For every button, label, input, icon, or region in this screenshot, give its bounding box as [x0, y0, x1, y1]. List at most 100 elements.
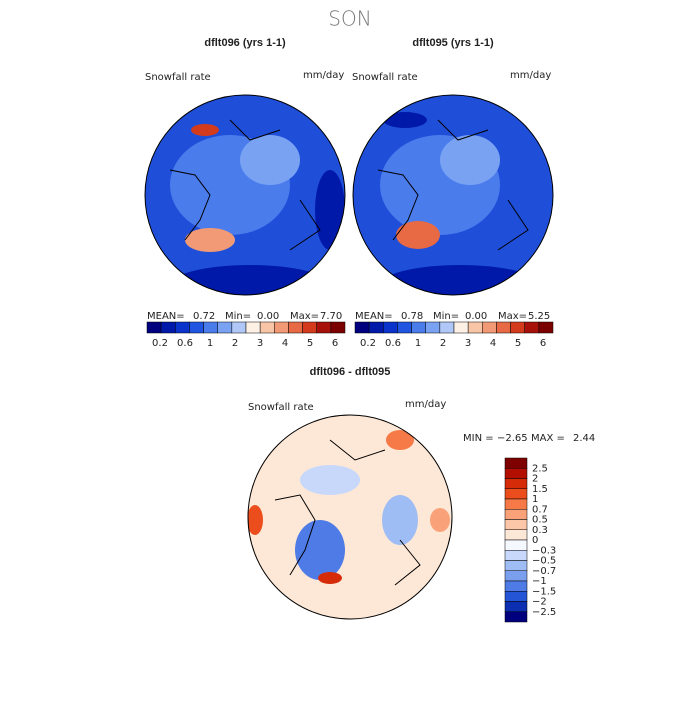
- colorbar-swatch: [425, 321, 441, 334]
- colorbar-label: 4: [490, 338, 496, 349]
- stat: 0.72: [193, 311, 215, 322]
- stat: 0.78: [401, 311, 423, 322]
- stat: −2.65: [497, 433, 528, 444]
- colorbar-label: 0.5: [532, 515, 548, 526]
- colorbar-swatch: [496, 321, 511, 334]
- field-label: Snowfall rate: [145, 72, 211, 83]
- colorbar-label: 5: [515, 338, 521, 349]
- colorbar-label: −2.5: [532, 607, 556, 618]
- colorbar-swatch: [288, 321, 303, 334]
- colorbar-label: 0.3: [532, 525, 548, 536]
- colorbar-label: 5: [307, 338, 313, 349]
- colorbar-swatch: [453, 321, 469, 334]
- colorbar-swatch: [504, 570, 528, 582]
- colorbar-swatch: [504, 611, 528, 623]
- colorbar-swatch: [383, 321, 398, 334]
- colorbar-swatch: [504, 580, 528, 592]
- colorbar-swatch: [354, 321, 370, 334]
- colorbar-label: 6: [332, 338, 338, 349]
- stat: MIN =: [463, 433, 494, 444]
- field-label: Snowfall rate: [352, 72, 418, 83]
- stat: MEAN=: [147, 311, 185, 322]
- colorbar-swatch: [504, 509, 528, 520]
- colorbar-swatch: [189, 321, 204, 334]
- colorbars: 0.2 0.6 1 2 3 4 5 6 0.2 0.6 1 2 3 4 5 62.521.510.70.50.…: [146, 321, 556, 623]
- colorbar-label: 4: [282, 338, 288, 349]
- colorbar-swatch: [504, 560, 528, 571]
- panel-title: dflt096 (yrs 1-1): [204, 37, 286, 49]
- colorbar-label: −2: [532, 597, 547, 608]
- colorbar-label: 0: [532, 535, 538, 546]
- units: mm/day: [405, 399, 446, 410]
- colorbar-swatch: [368, 321, 384, 334]
- colorbar-swatch: [504, 488, 528, 500]
- colorbar-swatch: [510, 321, 525, 334]
- colorbar-swatch: [482, 321, 497, 334]
- colorbar-label: 3: [465, 338, 471, 349]
- colorbar-label: −1: [532, 576, 547, 587]
- stat: 2.44: [573, 433, 595, 444]
- colorbar-label: −1.5: [532, 586, 556, 597]
- colorbar-swatch: [217, 321, 233, 334]
- colorbar-swatch: [330, 321, 346, 334]
- stats: MEAN= 0.78 Min= 0.00 Max= 5.25: [355, 311, 550, 322]
- colorbar-swatch: [231, 321, 247, 334]
- colorbar-label: 1.5: [532, 484, 548, 495]
- colorbar-label: 2: [440, 338, 446, 349]
- colorbar-label: 1: [532, 494, 538, 505]
- panel-title: dflt096 - dflt095: [310, 366, 391, 378]
- colorbar-swatch: [504, 529, 528, 541]
- colorbar-label: 1: [415, 338, 421, 349]
- colorbar-swatch: [467, 321, 483, 334]
- map: [248, 415, 452, 619]
- colorbar-label: 3: [257, 338, 263, 349]
- colorbar-swatch: [175, 321, 190, 334]
- colorbar-label: 0.7: [532, 504, 548, 515]
- stat: MAX =: [531, 433, 565, 444]
- colorbar-swatch: [504, 550, 528, 561]
- colorbar-swatch: [504, 591, 528, 602]
- map: [353, 95, 553, 295]
- colorbar-swatch: [504, 478, 528, 489]
- colorbar-label: 0.2: [152, 338, 168, 349]
- colorbar-label: 2: [532, 474, 538, 485]
- colorbar-swatch: [302, 321, 317, 334]
- colorbar-swatch: [504, 539, 528, 551]
- units: mm/day: [303, 70, 344, 81]
- stats: MIN = −2.65 MAX = 2.44: [463, 433, 595, 444]
- stat: MEAN=: [355, 311, 393, 322]
- colorbar-swatch: [524, 321, 540, 334]
- colorbar-swatch: [160, 321, 176, 334]
- colorbar-swatch: [316, 321, 332, 334]
- colorbar-swatch: [504, 457, 528, 469]
- colorbar-swatch: [245, 321, 261, 334]
- stat: Max=: [290, 311, 319, 322]
- colorbar-swatch: [504, 601, 528, 612]
- stats: MEAN= 0.72 Min= 0.00 Max= 7.70: [147, 311, 342, 322]
- map: [145, 95, 345, 295]
- colorbar-swatch: [274, 321, 289, 334]
- panel-title: dflt095 (yrs 1-1): [412, 37, 494, 49]
- colorbar-label: 2: [232, 338, 238, 349]
- colorbar-swatch: [504, 519, 528, 530]
- colorbar-swatch: [504, 498, 528, 510]
- colorbar-swatch: [397, 321, 412, 334]
- units: mm/day: [510, 70, 551, 81]
- colorbar-label: 2.5: [532, 463, 548, 474]
- colorbar-label: −0.3: [532, 545, 556, 556]
- colorbar-label: −0.7: [532, 566, 556, 577]
- colorbar-swatch: [203, 321, 218, 334]
- stat: Min=: [225, 311, 251, 322]
- colorbar-swatch: [146, 321, 162, 334]
- colorbar-label: 0.2: [360, 338, 376, 349]
- stat: 0.00: [465, 311, 487, 322]
- stat: Max=: [498, 311, 527, 322]
- stat: Min=: [433, 311, 459, 322]
- field-label: Snowfall rate: [248, 402, 314, 413]
- colorbar-swatch: [439, 321, 455, 334]
- figure-title: SON: [328, 7, 371, 31]
- colorbar-swatch: [538, 321, 554, 334]
- colorbar-swatch: [411, 321, 426, 334]
